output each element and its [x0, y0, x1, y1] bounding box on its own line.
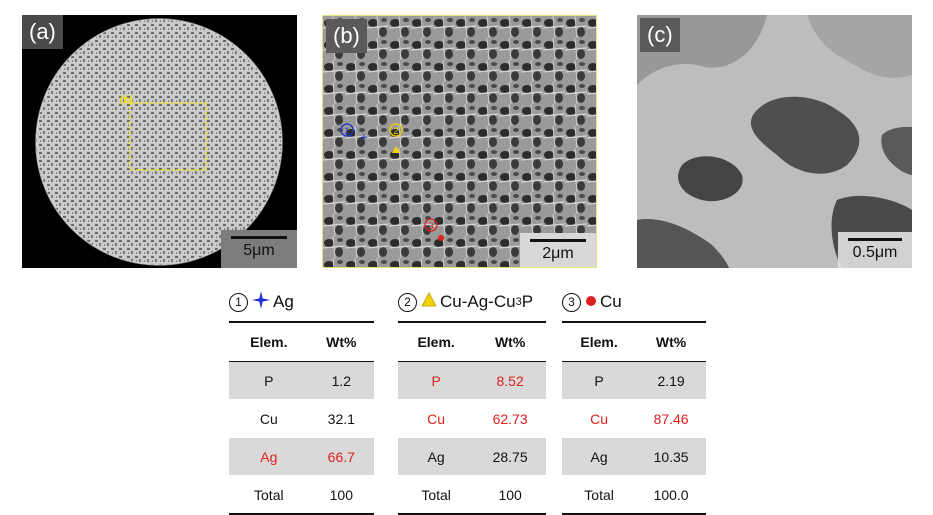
svg-text:2: 2 [393, 126, 398, 136]
eds-table-2: 2 Cu-Ag-Cu 3 P Elem. Wt% P 8.52 Cu 62.73 Ag 2… [398, 288, 546, 515]
scale-bar-a: 5μm [221, 230, 297, 268]
wt-cell: 87.46 [636, 399, 706, 438]
elem-cell: Ag [398, 437, 475, 476]
sem-micrograph-c [637, 15, 912, 268]
wt-cell: 100.0 [636, 475, 706, 515]
table-row: Cu 62.73 [398, 399, 546, 438]
elem-cell: Total [562, 475, 637, 515]
elem-cell: P [562, 361, 637, 400]
elem-cell: Ag [562, 437, 637, 476]
elem-cell: Cu [562, 399, 637, 438]
col-elem: Elem. [417, 334, 455, 350]
element-table-3: Elem. Wt% P 2.19 Cu 87.46 Ag 10.35 Total 100… [562, 321, 706, 515]
sem-micrograph-a [35, 18, 283, 266]
wt-cell: 32.1 [308, 399, 374, 438]
table-row: Total 100 [398, 475, 546, 515]
table-row: Ag 66.7 [229, 437, 374, 476]
elem-cell: Total [229, 475, 309, 515]
circled-number-2: 2 [398, 292, 417, 312]
wt-cell: 62.73 [474, 399, 546, 438]
point-2-marker: 2 [389, 123, 403, 153]
svg-text:3: 3 [428, 221, 433, 231]
blue-star-icon [252, 290, 270, 314]
scale-text-b: 2μm [542, 245, 574, 262]
col-wt: Wt% [494, 334, 526, 350]
wt-cell: 2.19 [636, 361, 706, 400]
sem-image-b: 1 + 2 3 (b) 2μm [322, 15, 597, 268]
table-row: Cu 32.1 [229, 399, 374, 438]
sem-micrograph-b: 1 + 2 3 [323, 16, 596, 267]
sem-image-a: (a) (b) 5μm [22, 15, 297, 268]
elem-cell: Cu [229, 399, 309, 438]
svg-text:+: + [360, 130, 367, 144]
elem-cell: Cu [398, 399, 475, 438]
wt-cell: 100 [308, 475, 374, 515]
elem-cell: P [398, 361, 475, 400]
element-table-2: Elem. Wt% P 8.52 Cu 62.73 Ag 28.75 Total 100 [398, 321, 546, 515]
red-dot-icon [585, 292, 597, 312]
element-table-1: Elem. Wt% P 1.2 Cu 32.1 Ag 66.7 Total 100 [229, 321, 374, 515]
table-title-3: Cu [600, 292, 622, 311]
panel-label-b: (b) [326, 19, 367, 53]
wt-cell: 8.52 [474, 361, 546, 400]
scale-text-c: 0.5μm [852, 244, 898, 261]
roi-label: (b) [120, 95, 133, 106]
scale-bar-b: 2μm [520, 233, 596, 267]
table-header-1: 1 Ag [229, 288, 374, 316]
col-elem: Elem. [580, 334, 618, 350]
table-row: Total 100.0 [562, 475, 706, 515]
sem-image-c: (c) 0.5μm [637, 15, 912, 268]
panel-label-a: (a) [22, 15, 63, 49]
table-header-3: 3 Cu [562, 288, 706, 316]
table-row: Ag 28.75 [398, 437, 546, 476]
table-row: Total 100 [229, 475, 374, 515]
elem-cell: Ag [229, 437, 309, 476]
col-wt: Wt% [655, 334, 687, 350]
wt-cell: 10.35 [636, 437, 706, 476]
point-3-marker: 3 [424, 218, 444, 241]
table-row: P 8.52 [398, 361, 546, 400]
wt-cell: 100 [474, 475, 546, 515]
yellow-triangle-icon [421, 292, 437, 312]
svg-text:1: 1 [344, 126, 349, 136]
wt-cell: 66.7 [308, 437, 374, 476]
table-row: Cu 87.46 [562, 399, 706, 438]
circled-number-3: 3 [562, 292, 581, 312]
table-title-2-sub: 3 [515, 296, 522, 308]
scale-bar-c: 0.5μm [838, 232, 912, 268]
table-header-2: 2 Cu-Ag-Cu 3 P [398, 288, 546, 316]
circled-number-1: 1 [229, 292, 248, 312]
table-row: P 2.19 [562, 361, 706, 400]
table-title-1: Ag [273, 292, 294, 311]
scale-text-a: 5μm [243, 242, 275, 259]
eds-table-3: 3 Cu Elem. Wt% P 2.19 Cu 87.46 Ag 10.35 Tot… [562, 288, 706, 515]
eds-table-1: 1 Ag Elem. Wt% P 1.2 Cu 32.1 Ag 66.7 Total 1… [229, 288, 374, 515]
wt-cell: 28.75 [474, 437, 546, 476]
point-1-marker: 1 + [340, 123, 368, 144]
table-row: P 1.2 [229, 361, 374, 400]
table-row: Ag 10.35 [562, 437, 706, 476]
wt-cell: 1.2 [308, 361, 374, 400]
elem-cell: P [229, 361, 309, 400]
elem-cell: Total [398, 475, 475, 515]
col-wt: Wt% [326, 334, 357, 350]
col-elem: Elem. [250, 334, 288, 350]
table-title-2-tail: P [521, 292, 534, 311]
table-title-2: Cu-Ag-Cu [440, 292, 516, 311]
panel-label-c: (c) [640, 18, 680, 52]
